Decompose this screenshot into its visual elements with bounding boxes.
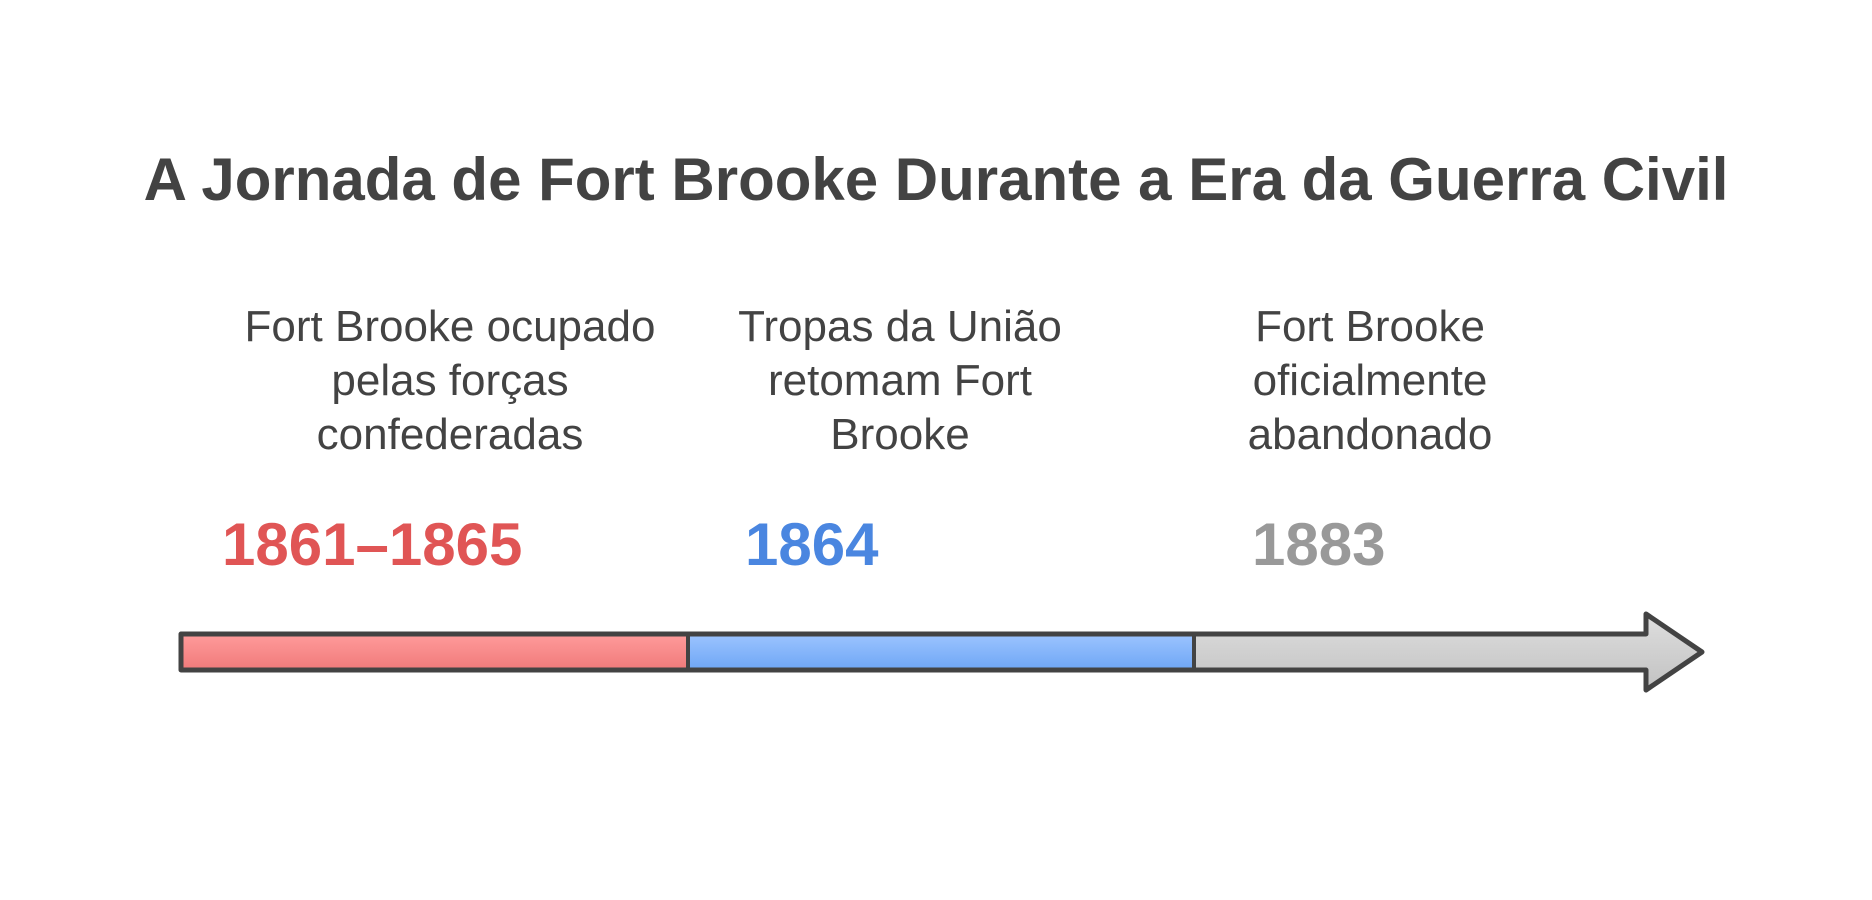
event-1-description: Fort Brooke ocupado pelas forças confede… bbox=[220, 300, 680, 462]
timeline-outline bbox=[178, 611, 1705, 693]
event-2-description-line-3: Brooke bbox=[830, 410, 970, 459]
event-1-description-line-2: pelas forças bbox=[331, 356, 569, 405]
timeline-segment-2 bbox=[688, 634, 1194, 670]
event-3-description-line-1: Fort Brooke bbox=[1255, 302, 1485, 351]
event-2-description-line-1: Tropas da União bbox=[738, 302, 1062, 351]
event-1-year: 1861–1865 bbox=[222, 511, 523, 578]
event-3-description-line-3: abandonado bbox=[1247, 410, 1493, 459]
timeline-segment-3 bbox=[1194, 614, 1702, 690]
event-1-description-line-1: Fort Brooke ocupado bbox=[244, 302, 656, 351]
event-3-description-line-2: oficialmente bbox=[1252, 356, 1488, 405]
event-2-description: Tropas da União retomam Fort Brooke bbox=[670, 300, 1130, 462]
event-1-description-line-3: confederadas bbox=[316, 410, 584, 459]
timeline-segment-1 bbox=[181, 634, 688, 670]
diagram-title: A Jornada de Fort Brooke Durante a Era d… bbox=[143, 146, 1729, 213]
event-3-description: Fort Brooke oficialmente abandonado bbox=[1140, 300, 1600, 462]
event-2-description-line-2: retomam Fort bbox=[767, 356, 1033, 405]
event-2-year: 1864 bbox=[745, 511, 879, 578]
event-3-year: 1883 bbox=[1252, 511, 1386, 578]
